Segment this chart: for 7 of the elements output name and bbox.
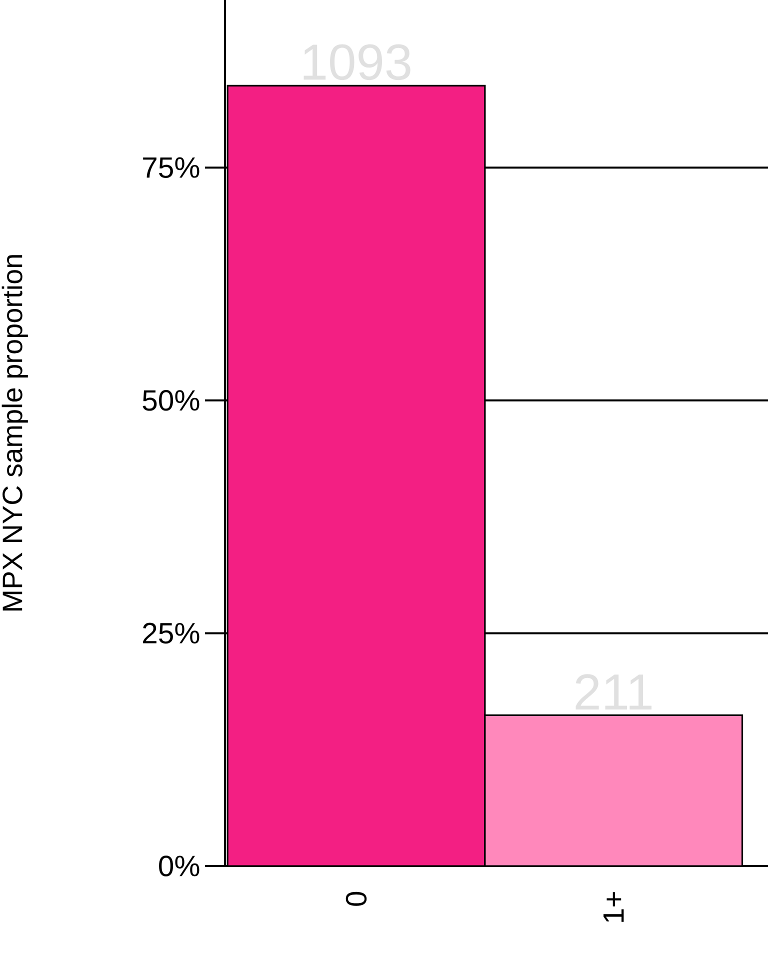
y-axis-title: MPX NYC sample proportion: [2, 255, 28, 610]
y-tick-label: 50%: [142, 390, 200, 411]
x-tick-label: 0: [346, 892, 367, 906]
y-tick-label: 0%: [159, 856, 200, 876]
x-tick-label: 1+: [604, 892, 624, 922]
y-tick-label: 75%: [143, 157, 200, 178]
y-tick-label: 25%: [143, 622, 200, 644]
